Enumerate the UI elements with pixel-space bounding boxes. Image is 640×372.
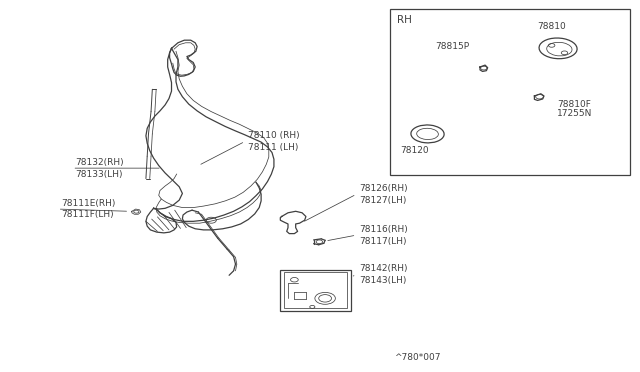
Bar: [280, 270, 351, 311]
Text: 78110 (RH)
78111 (LH): 78110 (RH) 78111 (LH): [248, 131, 300, 152]
Text: 78120: 78120: [400, 146, 429, 155]
Text: 78132(RH)
78133(LH): 78132(RH) 78133(LH): [76, 158, 124, 179]
Ellipse shape: [411, 125, 444, 143]
Ellipse shape: [417, 128, 438, 140]
Text: 78815P: 78815P: [435, 42, 469, 51]
Bar: [284, 272, 347, 308]
Text: RH: RH: [397, 16, 412, 25]
Text: 78810: 78810: [538, 22, 566, 31]
Ellipse shape: [547, 42, 572, 56]
Ellipse shape: [539, 38, 577, 59]
Text: ^780*007: ^780*007: [394, 353, 440, 362]
Text: 78116(RH)
78117(LH): 78116(RH) 78117(LH): [360, 225, 408, 246]
Bar: [390, 9, 630, 175]
Text: 78142(RH)
78143(LH): 78142(RH) 78143(LH): [360, 264, 408, 285]
Text: 17255N: 17255N: [557, 109, 592, 118]
Text: 78126(RH)
78127(LH): 78126(RH) 78127(LH): [360, 184, 408, 205]
Text: 78111E(RH)
78111F(LH): 78111E(RH) 78111F(LH): [61, 199, 115, 219]
Text: 78810F: 78810F: [557, 100, 591, 109]
